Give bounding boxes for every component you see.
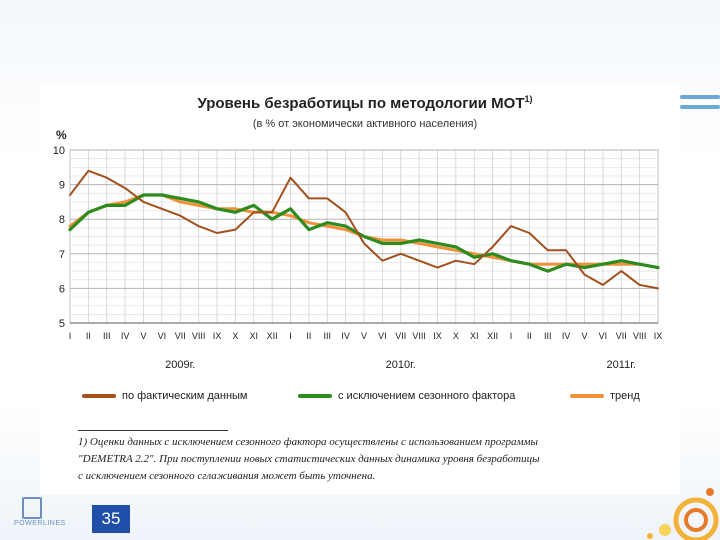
year-label: 2010г.	[386, 359, 416, 371]
year-label: 2011г.	[607, 359, 636, 371]
x-tick-label: XII	[487, 331, 498, 341]
x-tick-label: IX	[654, 331, 663, 341]
legend-item-trend: тренд	[570, 390, 640, 402]
x-tick-label: III	[544, 331, 552, 341]
x-tick-label: I	[289, 331, 292, 341]
x-tick-label: IX	[213, 331, 222, 341]
x-tick-label: VIII	[412, 331, 426, 341]
legend-swatch-trend	[570, 394, 604, 398]
x-tick-label: III	[323, 331, 331, 341]
legend-swatch-actual	[82, 394, 116, 398]
x-tick-label: VIII	[192, 331, 206, 341]
x-tick-label: V	[361, 331, 367, 341]
legend-item-actual: по фактическим данным	[82, 390, 248, 402]
year-label: 2009г.	[165, 359, 195, 371]
footnote-line-2: "DEMETRA 2.2". При поступлении новых ста…	[78, 451, 653, 468]
y-tick-label: 7	[59, 249, 65, 261]
x-tick-label: X	[232, 331, 238, 341]
x-tick-label: III	[103, 331, 111, 341]
x-tick-label: I	[510, 331, 513, 341]
x-tick-label: VII	[175, 331, 186, 341]
footnote-line-1: 1) Оценки данных с исключением сезонного…	[78, 434, 653, 451]
x-tick-label: XI	[470, 331, 479, 341]
x-tick-label: VIII	[633, 331, 647, 341]
chart-legend: по фактическим данным с исключением сезо…	[70, 390, 670, 406]
x-tick-label: V	[140, 331, 146, 341]
x-tick-label: IV	[562, 331, 571, 341]
x-tick-label: II	[86, 331, 91, 341]
logo-icon	[22, 497, 42, 519]
x-tick-label: II	[527, 331, 532, 341]
x-tick-label: IV	[341, 331, 350, 341]
legend-label-seasonal: с исключением сезонного фактора	[338, 390, 515, 402]
footnote-rule	[78, 430, 228, 431]
y-tick-label: 6	[59, 283, 65, 295]
y-tick-label: 9	[59, 180, 65, 192]
footnote: 1) Оценки данных с исключением сезонного…	[78, 434, 653, 485]
x-tick-label: IX	[433, 331, 442, 341]
page-number-badge: 35	[92, 505, 130, 533]
legend-label-trend: тренд	[610, 390, 640, 402]
x-tick-label: V	[581, 331, 587, 341]
x-tick-label: II	[306, 331, 311, 341]
legend-swatch-seasonal	[298, 394, 332, 398]
legend-label-actual: по фактическим данным	[122, 390, 248, 402]
logo-text: POWERLINES	[14, 520, 66, 527]
y-tick-label: 10	[53, 145, 65, 157]
x-tick-label: I	[69, 331, 72, 341]
decorative-swirl-icon	[610, 480, 720, 540]
y-tick-label: 8	[59, 214, 65, 226]
x-tick-label: VII	[616, 331, 627, 341]
x-tick-label: VII	[395, 331, 406, 341]
y-tick-label: 5	[59, 318, 65, 330]
x-tick-label: VI	[599, 331, 608, 341]
x-tick-label: VI	[158, 331, 167, 341]
x-tick-label: XII	[267, 331, 278, 341]
footnote-line-3: с исключением сезонного сглаживания може…	[78, 468, 653, 485]
x-tick-label: VI	[378, 331, 387, 341]
x-tick-label: XI	[249, 331, 258, 341]
x-tick-label: IV	[121, 331, 130, 341]
x-tick-label: X	[453, 331, 459, 341]
legend-item-seasonal: с исключением сезонного фактора	[298, 390, 515, 402]
